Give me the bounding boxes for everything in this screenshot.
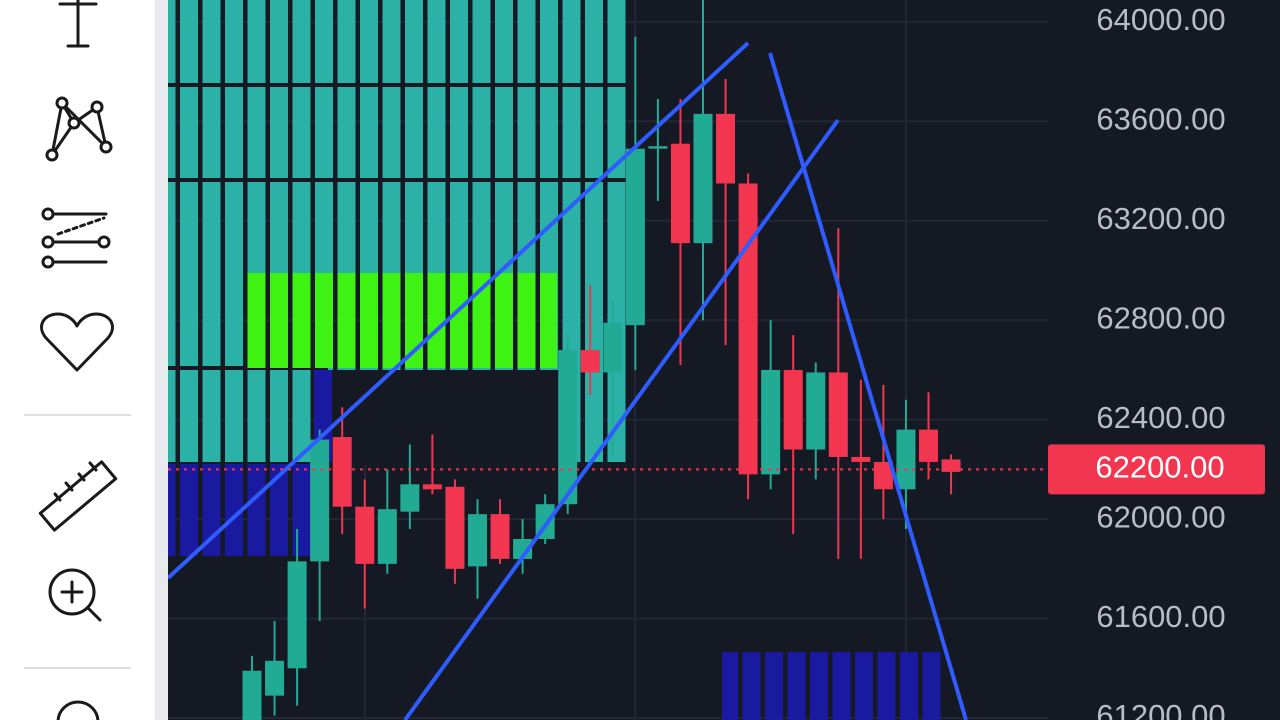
candle-body [377,509,397,564]
trend-line [768,52,968,720]
candle-body [310,439,330,562]
zoom-tool[interactable] [48,568,102,622]
candles [168,0,1048,720]
zone-divider [168,178,628,182]
price-axis-labels: 64000.00 63600.00 63200.00 62800.00 62400.00… [1048,2,1265,720]
candle-body [490,514,510,559]
fib-tool[interactable] [41,207,111,269]
candle-body [242,670,262,720]
candle-body [761,369,781,475]
favorites-tool[interactable] [40,312,114,372]
candle-body [670,143,690,244]
zone-divider [168,83,628,87]
toolbar [0,0,168,720]
lime-zone [247,273,557,368]
candle-body [896,429,916,490]
candle-body [625,148,645,326]
candle-body [558,350,578,505]
y-tick-label: 61600.00 [1096,599,1225,634]
y-tick-label: 62000.00 [1096,499,1225,534]
candle-body [355,506,375,564]
candle-body [806,372,826,450]
candle-body [445,486,465,569]
candle-body [648,146,668,149]
candle-body [422,484,442,490]
candle-body [513,539,533,559]
trend-lines [166,41,968,720]
trend-line [403,118,840,720]
indicator-zones [168,0,944,720]
magnet-tool[interactable] [56,700,100,720]
candle-body [580,350,600,373]
candle-body [919,429,938,462]
navy-zone [722,652,944,720]
candle-body [287,561,307,669]
y-tick-label: 64000.00 [1096,2,1225,37]
candle-body [851,456,871,462]
y-tick-label: 63200.00 [1096,201,1225,236]
navy-zone [168,464,328,556]
trend-line [166,41,750,580]
candle-body [828,372,848,457]
candle-body [468,514,487,567]
y-tick-label: 61200.00 [1096,698,1225,720]
y-tick-label: 62400.00 [1096,400,1225,435]
pattern-tool[interactable] [45,96,113,162]
candle-body [400,484,420,512]
candle-body [738,183,758,475]
ruler-tool[interactable] [38,460,118,532]
candle-body [693,113,713,244]
price-axis [1048,0,1280,720]
candle-body [603,322,623,373]
candle-body [716,113,736,184]
text-tool[interactable] [58,0,98,48]
toolbar-edge [155,0,168,720]
y-tick-label: 63600.00 [1096,102,1225,137]
candle-body [332,437,352,507]
y-tick-label: 62800.00 [1096,300,1225,335]
zone-cut [328,370,558,465]
candle-body [783,369,803,450]
last-price-label: 62200.00 [1095,450,1224,485]
candle-body [265,660,285,696]
last-price-badge [1048,444,1265,495]
